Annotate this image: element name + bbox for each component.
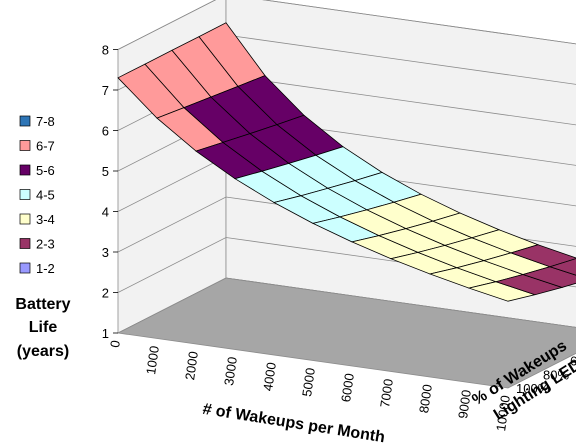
z-tick-label: 7: [102, 83, 109, 98]
x-tick-label: 7000: [377, 378, 396, 409]
x-tick-label: 9000: [455, 389, 474, 420]
legend-swatch: [19, 262, 31, 274]
legend-swatch: [19, 140, 31, 151]
legend-label: 6-7: [36, 139, 55, 154]
legend-label: 2-3: [36, 237, 55, 252]
legend-label: 5-6: [36, 163, 55, 178]
z-axis-label-line-3: (years): [17, 343, 69, 360]
legend-swatch: [19, 213, 31, 225]
x-axis-label: # of Wakeups per Month: [201, 401, 386, 447]
legend-swatch: [19, 164, 31, 176]
x-tick-label: 1000: [143, 345, 162, 376]
y-tick-label: 60%: [570, 354, 576, 369]
y-tick-label: 80%: [543, 367, 569, 382]
z-axis-ticks: 1 2 3 4 5 6 7 8: [102, 43, 118, 341]
legend-swatch: [19, 115, 31, 127]
legend: 7-8 6-7 5-6 4-5 3-4 2-3 1-2: [19, 114, 55, 276]
z-tick-label: 2: [102, 286, 109, 301]
z-axis-label-line-2: Life: [29, 319, 58, 336]
x-tick-label: 4000: [260, 361, 279, 392]
z-tick-label: 1: [102, 326, 109, 341]
z-tick-label: 3: [102, 245, 109, 260]
gridline-z8: [117, 0, 576, 50]
x-axis-ticks: 0 1000 2000 3000 4000 5000 6000 7000 8000 9000 100…: [107, 339, 513, 432]
x-tick-label: 0: [107, 339, 123, 348]
legend-label: 4-5: [36, 188, 55, 203]
legend-label: 7-8: [36, 114, 55, 129]
z-tick-label: 6: [102, 124, 109, 139]
legend-label: 1-2: [36, 261, 55, 276]
x-tick-label: 6000: [338, 372, 357, 403]
surface-cell: [548, 258, 576, 276]
legend-label: 3-4: [36, 212, 55, 227]
x-tick-label: 10000: [493, 394, 513, 432]
z-tick-label: 4: [102, 205, 109, 220]
z-axis-label-line-1: Battery: [15, 296, 70, 313]
x-tick-label: 5000: [299, 367, 318, 398]
legend-swatch: [19, 238, 31, 249]
z-tick-label: 5: [102, 164, 109, 179]
x-tick-label: 8000: [416, 383, 435, 414]
x-tick-label: 3000: [221, 356, 240, 387]
x-tick-label: 2000: [182, 350, 201, 381]
surface-plot: [117, 22, 576, 302]
z-tick-label: 8: [102, 43, 109, 58]
legend-swatch: [19, 189, 31, 200]
gridline-z1: [117, 277, 576, 334]
y-tick-label: 100%: [516, 381, 550, 396]
surface-cell: [521, 266, 576, 288]
y-axis-ticks: 20%40%60%80%100%: [516, 354, 576, 397]
